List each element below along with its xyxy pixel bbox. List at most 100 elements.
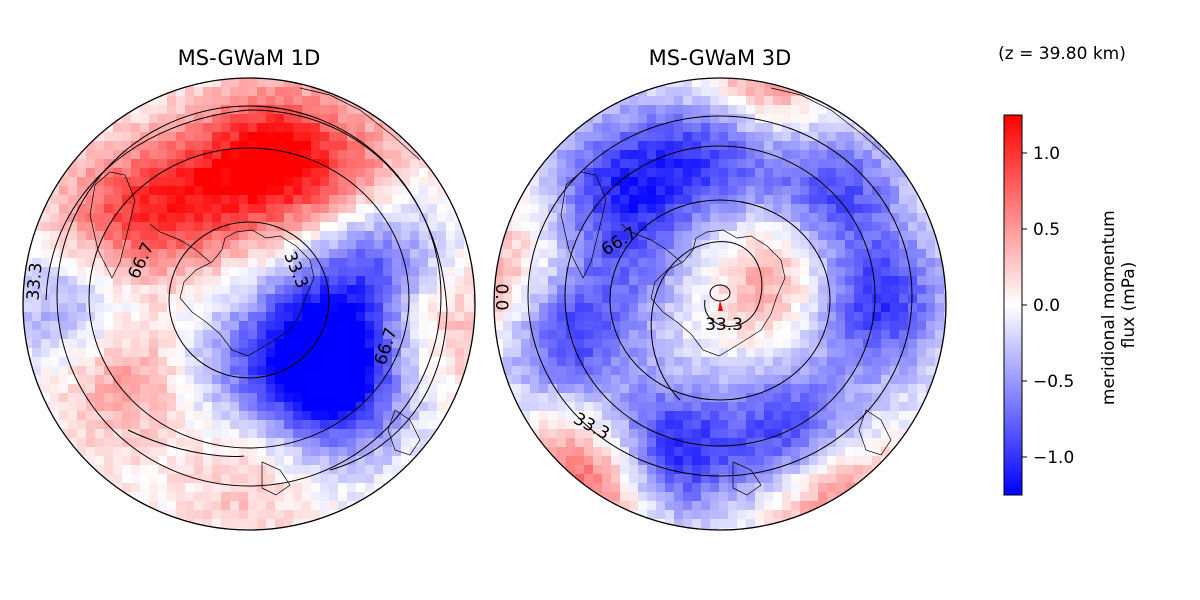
heatmap-cell xyxy=(248,150,258,160)
heatmap-cell xyxy=(881,195,891,205)
heatmap-cell xyxy=(836,168,846,178)
heatmap-cell xyxy=(575,141,585,151)
heatmap-cell xyxy=(800,249,810,259)
heatmap-cell xyxy=(791,150,801,160)
heatmap-cell xyxy=(890,258,900,268)
heatmap-cell xyxy=(266,231,276,241)
heatmap-cell xyxy=(656,204,666,214)
heatmap-cell xyxy=(575,312,585,322)
heatmap-cell xyxy=(284,393,294,403)
heatmap-cell xyxy=(773,123,783,133)
heatmap-cell xyxy=(764,105,774,115)
heatmap-cell xyxy=(548,303,558,313)
colorbar-ticks: 1.00.50.0−0.5−1.0 xyxy=(1022,144,1074,468)
heatmap-cell xyxy=(194,132,204,142)
heatmap-cell xyxy=(95,267,105,277)
heatmap-cell xyxy=(575,114,585,124)
heatmap-cell xyxy=(338,357,348,367)
heatmap-cell xyxy=(68,177,78,187)
heatmap-cell xyxy=(140,438,150,448)
heatmap-cell xyxy=(755,456,765,466)
heatmap-cell xyxy=(620,195,630,205)
heatmap-cell xyxy=(845,483,855,493)
heatmap-cell xyxy=(764,510,774,520)
heatmap-cell xyxy=(329,339,339,349)
heatmap-cell xyxy=(800,294,810,304)
heatmap-cell xyxy=(329,231,339,241)
heatmap-cell xyxy=(584,402,594,412)
heatmap-cell xyxy=(347,222,357,232)
heatmap-cell xyxy=(230,384,240,394)
heatmap-cell xyxy=(764,114,774,124)
heatmap-cell xyxy=(266,519,276,529)
heatmap-cell xyxy=(176,195,186,205)
heatmap-cell xyxy=(656,402,666,412)
heatmap-cell xyxy=(230,348,240,358)
heatmap-cell xyxy=(41,357,51,367)
heatmap-cell xyxy=(620,105,630,115)
colorbar-tick-label: −0.5 xyxy=(1033,372,1074,392)
heatmap-cell xyxy=(356,195,366,205)
heatmap-cell xyxy=(167,384,177,394)
heatmap-cell xyxy=(122,429,132,439)
heatmap-cell xyxy=(791,474,801,484)
heatmap-cell xyxy=(131,105,141,115)
heatmap-cell xyxy=(176,411,186,421)
heatmap-cell xyxy=(575,474,585,484)
heatmap-cell xyxy=(845,186,855,196)
heatmap-cell xyxy=(557,357,567,367)
heatmap-cell xyxy=(584,123,594,133)
heatmap-cell xyxy=(266,276,276,286)
heatmap-cell xyxy=(392,168,402,178)
heatmap-cell xyxy=(338,465,348,475)
heatmap-cell xyxy=(275,222,285,232)
heatmap-cell xyxy=(320,384,330,394)
heatmap-cell xyxy=(320,177,330,187)
heatmap-cell xyxy=(530,375,540,385)
heatmap-cell xyxy=(167,420,177,430)
heatmap-cell xyxy=(320,420,330,430)
heatmap-cell xyxy=(539,195,549,205)
heatmap-cell xyxy=(113,267,123,277)
heatmap-cell xyxy=(665,528,675,530)
heatmap-cell xyxy=(320,159,330,169)
heatmap-cell xyxy=(158,114,168,124)
heatmap-cell xyxy=(266,456,276,466)
heatmap-cell xyxy=(575,447,585,457)
heatmap-cell xyxy=(764,492,774,502)
heatmap-cell xyxy=(158,195,168,205)
heatmap-cell xyxy=(656,114,666,124)
heatmap-cell xyxy=(584,105,594,115)
heatmap-cell xyxy=(356,114,366,124)
heatmap-cell xyxy=(140,204,150,214)
heatmap-cell xyxy=(356,357,366,367)
heatmap-cell xyxy=(338,159,348,169)
heatmap-cell xyxy=(302,294,312,304)
heatmap-cell xyxy=(755,411,765,421)
heatmap-cell xyxy=(764,87,774,97)
heatmap-cell xyxy=(293,510,303,520)
heatmap-cell xyxy=(365,483,375,493)
heatmap-cell xyxy=(383,168,393,178)
heatmap-cell xyxy=(548,447,558,457)
heatmap-cell xyxy=(701,465,711,475)
heatmap-cell xyxy=(935,240,945,250)
heatmap-cell xyxy=(836,249,846,259)
heatmap-cell xyxy=(59,276,69,286)
heatmap-cell xyxy=(365,294,375,304)
heatmap-cell xyxy=(674,456,684,466)
heatmap-cell xyxy=(446,222,456,232)
heatmap-cell xyxy=(638,159,648,169)
heatmap-cell xyxy=(593,402,603,412)
heatmap-cell xyxy=(737,456,747,466)
heatmap-cell xyxy=(593,366,603,376)
heatmap-cell xyxy=(149,438,159,448)
heatmap-cell xyxy=(365,222,375,232)
heatmap-cell xyxy=(566,420,576,430)
heatmap-cell xyxy=(872,402,882,412)
heatmap-cell xyxy=(401,366,411,376)
heatmap-cell xyxy=(575,321,585,331)
heatmap-cell xyxy=(356,159,366,169)
heatmap-cell xyxy=(455,366,465,376)
heatmap-cell xyxy=(176,78,186,88)
